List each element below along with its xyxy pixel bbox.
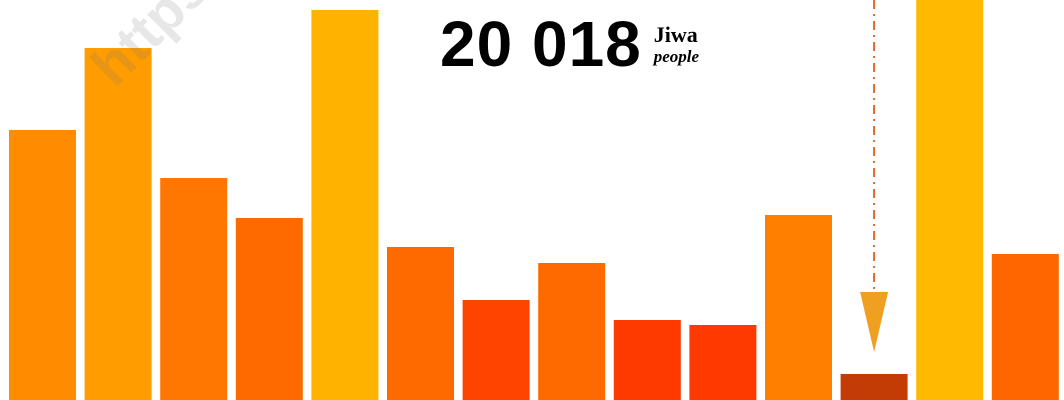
- bar-10: [689, 325, 757, 400]
- bar-11: [765, 215, 832, 400]
- unit-sublabel: people: [653, 46, 700, 66]
- bar-5: [311, 10, 379, 400]
- headline: 20 018 Jiwa people: [440, 12, 699, 76]
- bar-4: [235, 218, 303, 400]
- bar-7: [462, 300, 530, 400]
- bar-12: [840, 374, 908, 400]
- headline-value: 20 018: [440, 8, 642, 80]
- bar-6: [387, 247, 454, 400]
- pointer-arrow-head: [860, 292, 889, 352]
- bar-1: [9, 130, 76, 400]
- bar-9: [613, 320, 681, 400]
- unit-label: Jiwa: [653, 21, 698, 47]
- bar-3: [160, 178, 228, 400]
- headline-unit: Jiwa people: [653, 21, 700, 66]
- bar-13: [916, 0, 984, 400]
- bar-8: [538, 263, 606, 400]
- bar-14: [991, 254, 1059, 400]
- bar-2: [84, 48, 152, 400]
